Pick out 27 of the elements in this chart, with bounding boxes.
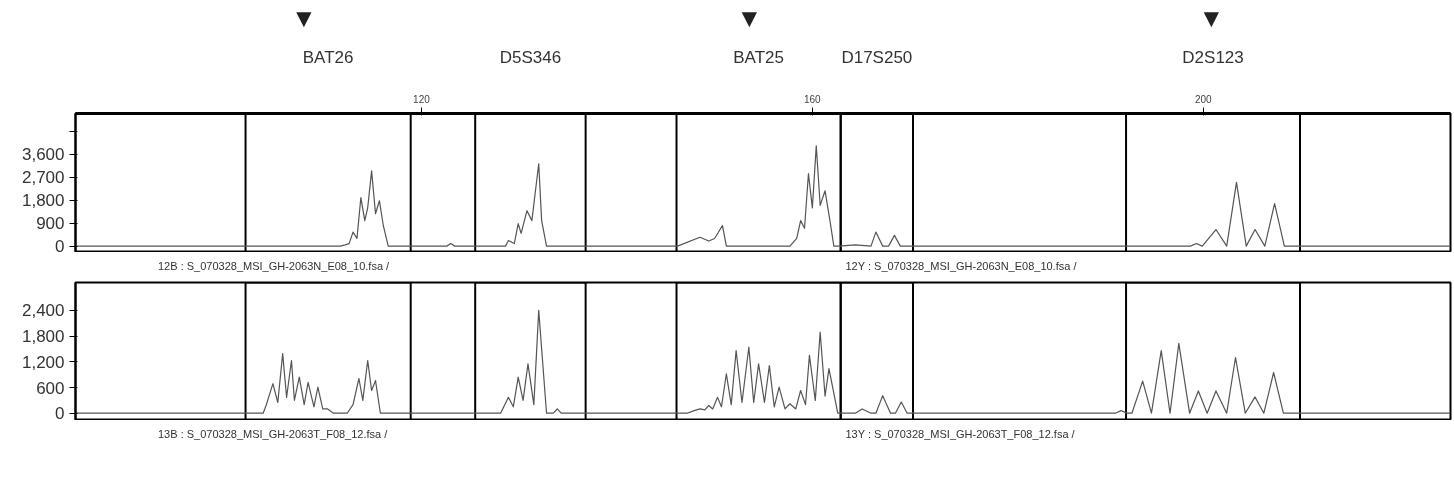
band-label: BAT25 <box>733 48 784 68</box>
band-label: D17S250 <box>841 48 913 68</box>
x-tick-label: 160 <box>804 93 822 105</box>
y-tick-label: 1,200 <box>21 352 65 372</box>
line-series <box>75 309 1451 414</box>
text: 13B : S_070328_MSI_GH-2063T_F08_12.fsa / <box>158 427 389 440</box>
band-label: BAT26 <box>302 48 354 68</box>
y-tick-label: 900 <box>36 214 65 234</box>
text: 12B : S_070328_MSI_GH-2063N_E08_10.fsa / <box>158 259 391 272</box>
y-tick-label: 2,700 <box>21 168 65 188</box>
y-tick-label: 2,400 <box>21 301 65 321</box>
text: ▼ <box>1198 3 1225 34</box>
band-label: D5S346 <box>499 48 562 68</box>
y-tick-label: 600 <box>36 378 65 398</box>
band-label: D2S123 <box>1182 48 1244 68</box>
text: 13Y : S_070328_MSI_GH-2063T_F08_12.fsa / <box>845 427 1076 440</box>
x-tick-label: 200 <box>1194 93 1213 105</box>
text: ▼ <box>736 3 763 34</box>
y-tick-label: 3,600 <box>21 145 65 165</box>
line-series <box>75 145 1451 247</box>
y-tick-label: 0 <box>55 404 65 424</box>
y-tick-label: 1,800 <box>21 191 65 211</box>
text: ▼ <box>290 3 317 34</box>
text: 12Y : S_070328_MSI_GH-2063N_E08_10.fsa / <box>845 259 1078 272</box>
x-tick-label: 120 <box>413 93 431 105</box>
y-tick-label: 1,800 <box>21 327 65 347</box>
y-tick-label: 0 <box>55 237 65 257</box>
